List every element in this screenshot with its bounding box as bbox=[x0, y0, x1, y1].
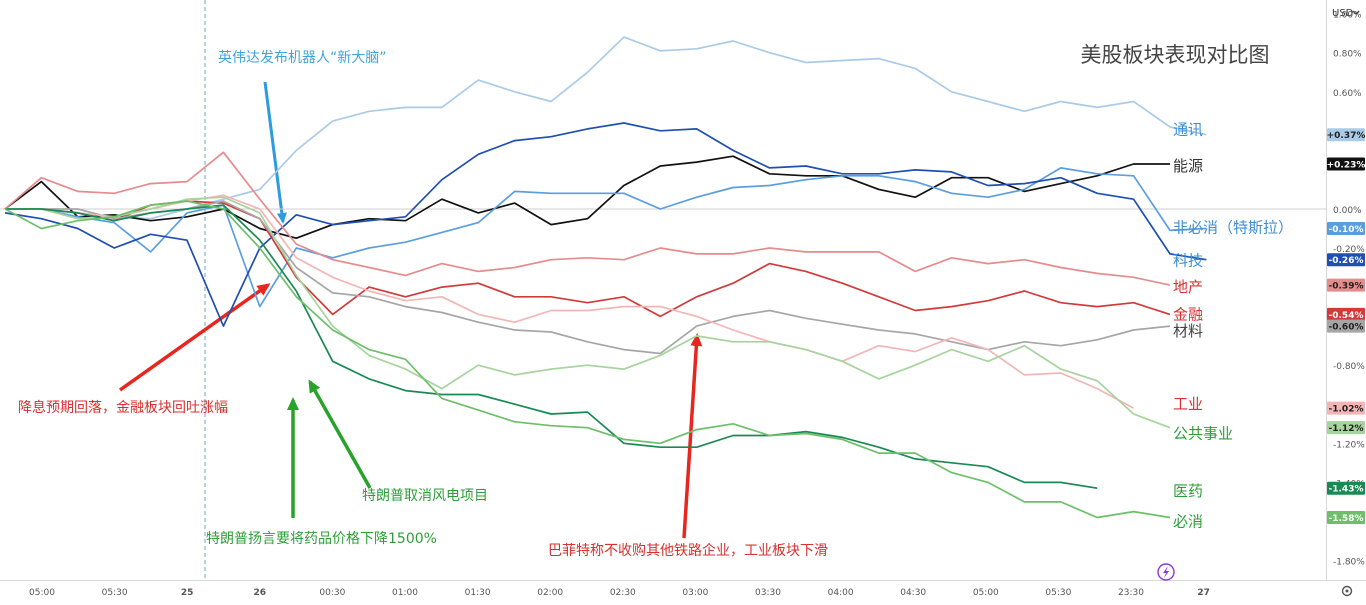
series-line-8 bbox=[5, 196, 1171, 429]
x-tick-label: 03:30 bbox=[755, 588, 781, 598]
y-tick-label: 1.00% bbox=[1333, 11, 1362, 21]
series-name-label: 地产 bbox=[1173, 278, 1203, 296]
x-tick-label: 04:30 bbox=[900, 588, 926, 598]
x-tick-label: 00:30 bbox=[319, 588, 345, 598]
axis-value-text: -0.26% bbox=[1329, 256, 1364, 266]
x-tick-label: 05:30 bbox=[102, 588, 128, 598]
axis-value-text: -1.43% bbox=[1329, 485, 1364, 495]
series-name-label: 金融 bbox=[1173, 305, 1203, 323]
chart-title: 美股板块表现对比图 bbox=[1081, 43, 1270, 67]
axis-value-text: +0.37% bbox=[1327, 131, 1366, 141]
axis-value-tag bbox=[1327, 128, 1365, 142]
x-tick-label: 23:30 bbox=[1118, 588, 1144, 598]
x-tick-label: 01:30 bbox=[465, 588, 491, 598]
axis-value-text: -1.02% bbox=[1329, 405, 1364, 415]
series-name-label: 科技 bbox=[1173, 252, 1203, 270]
x-tick-label: 05:30 bbox=[1045, 588, 1071, 598]
axis-value-tag bbox=[1327, 401, 1365, 415]
x-tick-label: 03:00 bbox=[682, 588, 708, 598]
series-line-3 bbox=[4, 122, 1207, 327]
x-tick-label: 02:00 bbox=[537, 588, 563, 598]
axis-value-tag bbox=[1327, 319, 1365, 333]
annotation-arrow-buffett bbox=[682, 333, 703, 539]
x-tick-label: 27 bbox=[1197, 588, 1210, 598]
series-line-0 bbox=[5, 36, 1207, 220]
axis-value-text: -0.39% bbox=[1329, 282, 1364, 292]
axis-value-text: -0.10% bbox=[1329, 225, 1364, 235]
axis-value-tag bbox=[1327, 157, 1365, 171]
axis-value-tag bbox=[1327, 307, 1365, 321]
axis-value-tag bbox=[1327, 278, 1365, 292]
series-name-label: 非必消（特斯拉） bbox=[1173, 218, 1293, 236]
annotation-nvidia: 英伟达发布机器人“新大脑” bbox=[218, 49, 387, 66]
series-name-label: 公共事业 bbox=[1173, 425, 1233, 443]
x-tick-label: 05:00 bbox=[29, 588, 55, 598]
axis-value-tag bbox=[1327, 481, 1365, 495]
annotation-arrow-wind bbox=[308, 379, 372, 489]
series-name-label: 通讯 bbox=[1173, 121, 1203, 139]
axis-value-text: -0.54% bbox=[1329, 311, 1364, 321]
series-line-10 bbox=[4, 200, 1171, 519]
series-line-2 bbox=[5, 167, 1207, 308]
series-line-7 bbox=[5, 194, 1135, 409]
x-tick-label: 26 bbox=[254, 588, 267, 598]
axis-value-tag bbox=[1327, 421, 1365, 435]
annotation-wind: 特朗普取消风电项目 bbox=[362, 488, 488, 504]
chevron-down-icon[interactable] bbox=[1352, 10, 1360, 15]
series-line-6 bbox=[5, 200, 1171, 355]
x-tick-label: 25 bbox=[181, 588, 194, 598]
series-name-label: 材料 bbox=[1173, 322, 1203, 340]
series-line-9 bbox=[5, 204, 1098, 490]
y-tick-label: -0.80% bbox=[1333, 362, 1365, 372]
annotation-drug: 特朗普扬言要将药品价格下降1500% bbox=[206, 531, 437, 547]
series-name-label: 工业 bbox=[1173, 395, 1203, 413]
series-line-5 bbox=[5, 200, 1171, 318]
annotation-arrow-rate-cut bbox=[118, 283, 271, 392]
y-tick-label: -1.80% bbox=[1333, 557, 1365, 567]
currency-selector[interactable]: USD bbox=[1332, 8, 1360, 19]
series-line-4 bbox=[4, 151, 1171, 286]
axis-value-text: -1.12% bbox=[1329, 424, 1364, 434]
axis-value-tag bbox=[1327, 511, 1365, 525]
x-tick-label: 04:00 bbox=[828, 588, 854, 598]
series-name-label: 能源 bbox=[1173, 157, 1203, 175]
x-tick-label: 05:00 bbox=[973, 588, 999, 598]
y-tick-label: -1.20% bbox=[1333, 440, 1365, 450]
series-line-1 bbox=[4, 155, 1170, 240]
y-tick-label: 0.80% bbox=[1333, 50, 1362, 60]
annotation-buffett: 巴菲特称不收购其他铁路企业，工业板块下滑 bbox=[548, 542, 828, 559]
x-tick-label: 01:00 bbox=[392, 588, 418, 598]
axis-value-text: -1.58% bbox=[1329, 514, 1364, 524]
y-tick-label: 0.60% bbox=[1333, 89, 1362, 99]
axis-value-tag bbox=[1327, 253, 1365, 267]
currency-label[interactable]: USD bbox=[1332, 8, 1354, 19]
gear-icon[interactable] bbox=[1341, 585, 1353, 597]
axis-value-tag bbox=[1327, 221, 1365, 235]
x-tick-label: 02:30 bbox=[610, 588, 636, 598]
annotation-rate-cut: 降息预期回落，金融板块回吐涨幅 bbox=[18, 399, 228, 416]
lightning-icon[interactable] bbox=[1157, 563, 1175, 581]
series-name-label: 必消 bbox=[1173, 513, 1203, 531]
axis-value-text: +0.23% bbox=[1327, 161, 1366, 171]
y-tick-label: 0.00% bbox=[1333, 206, 1362, 216]
annotation-arrow-nvidia bbox=[263, 81, 287, 224]
series-name-label: 医药 bbox=[1173, 482, 1203, 500]
axis-value-text: -0.60% bbox=[1329, 323, 1364, 333]
y-tick-label: -0.20% bbox=[1333, 245, 1365, 255]
